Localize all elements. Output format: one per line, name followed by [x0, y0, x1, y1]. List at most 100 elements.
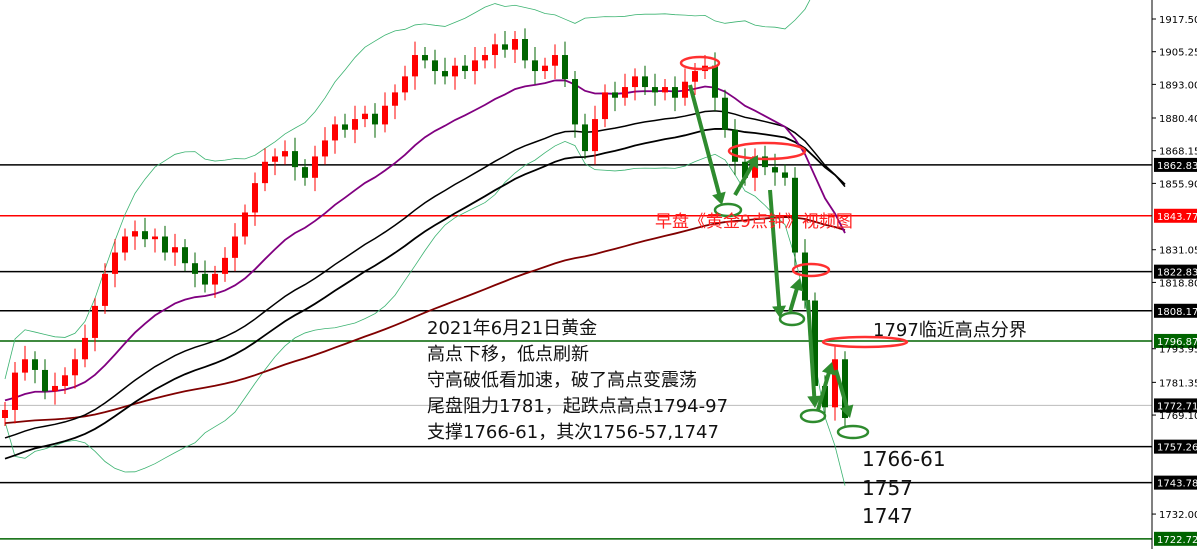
candle-body: [462, 65, 468, 72]
candle-body: [712, 65, 718, 98]
y-tick-label: 1818.80: [1159, 278, 1197, 289]
ma-slow-line: [4, 127, 846, 460]
candle-body: [142, 231, 148, 240]
level-price-tag: [1154, 333, 1197, 348]
candle-body: [12, 372, 18, 410]
y-tick-label: 1917.50: [1159, 15, 1197, 26]
arrow-head-icon: [807, 395, 822, 408]
candle-body: [562, 55, 568, 80]
resistance-circle: [727, 141, 807, 161]
candle-body: [722, 97, 728, 130]
candle-body: [192, 263, 198, 274]
candle-body: [762, 156, 768, 168]
candle-body: [112, 252, 118, 274]
notes-line: 支撑1766-61，其次1756-57,1747: [427, 422, 719, 443]
support-label: 1757: [862, 476, 913, 500]
y-tick-label: 1880.40: [1159, 114, 1197, 125]
level-price-tag: [1154, 398, 1197, 413]
arrow-head-icon: [712, 191, 726, 205]
candle-body: [652, 87, 658, 93]
trend-arrow: [733, 160, 756, 196]
candle-body: [432, 60, 438, 72]
candle-body: [332, 124, 338, 141]
notes-line: 尾盘阻力1781，起跌点高点1794-97: [427, 396, 729, 417]
support-circle: [836, 424, 870, 440]
candle-body: [322, 140, 328, 157]
candle-body: [382, 105, 388, 125]
candle-body: [392, 92, 398, 106]
y-tick-label: 1905.25: [1159, 48, 1197, 59]
candle-body: [62, 375, 68, 386]
trend-arrow: [688, 84, 722, 198]
trend-arrow: [834, 369, 850, 411]
candle-body: [222, 257, 228, 274]
support-circle: [713, 202, 743, 218]
bollinger-upper: [4, 0, 811, 380]
candle-body: [542, 65, 548, 72]
candle-body: [242, 212, 248, 237]
candle-body: [272, 156, 278, 162]
ma-mid-line: [4, 110, 846, 439]
y-tick-label: 1732.00: [1159, 510, 1197, 521]
candle-body: [662, 87, 668, 93]
analysis-notes: 2021年6月21日黄金 高点下移，低点刷新 守高破低看加速，破了高点变震荡 尾…: [427, 316, 728, 446]
candle-body: [352, 119, 358, 130]
candle-body: [582, 124, 588, 152]
trend-arrow: [788, 285, 800, 313]
candle-body: [232, 236, 238, 258]
level-price-tag: [1154, 303, 1197, 318]
candle-body: [302, 167, 308, 178]
level-price-tag: [1154, 264, 1197, 279]
level-price-label: 1772.71: [1157, 401, 1197, 412]
candle-body: [672, 87, 678, 98]
candle-body: [792, 177, 798, 253]
level-price-label: 1796.87: [1157, 337, 1197, 348]
level-price-label: 1722.72: [1157, 535, 1197, 546]
candle-body: [502, 44, 508, 50]
candle-body: [122, 236, 128, 253]
level-price-tag: [1154, 439, 1197, 454]
candle-body: [252, 183, 258, 213]
level-price-label: 1808.17: [1157, 307, 1197, 318]
support-label: 1766-61: [862, 447, 946, 471]
y-tick-label: 1868.15: [1159, 147, 1197, 158]
candle-body: [82, 337, 88, 360]
candle-body: [132, 231, 138, 237]
candle-body: [422, 55, 428, 61]
candle-body: [292, 151, 298, 168]
ma-long-line: [4, 216, 846, 424]
y-tick-label: 1831.05: [1159, 246, 1197, 257]
candle-body: [72, 359, 78, 376]
resistance-circle: [821, 335, 909, 349]
candle-body: [532, 60, 538, 72]
notes-title: 2021年6月21日黄金: [427, 318, 598, 339]
candle-body: [512, 39, 518, 50]
candle-body: [842, 359, 848, 418]
level-price-tag: [1154, 475, 1197, 490]
candle-body: [172, 247, 178, 253]
arrow-head-icon: [745, 155, 759, 169]
candle-body: [602, 92, 608, 120]
level-price-label: 1843.77: [1157, 212, 1197, 223]
candle-body: [772, 167, 778, 173]
candle-body: [212, 273, 218, 285]
candle-body: [282, 151, 288, 157]
candle-body: [402, 76, 408, 93]
support-label: 1747: [862, 504, 913, 528]
candle-body: [452, 65, 458, 77]
candle-body: [362, 113, 368, 120]
level-price-tag: [1154, 208, 1197, 223]
candle-body: [182, 247, 188, 264]
level-price-label: 1822.83: [1157, 268, 1197, 279]
trend-arrow: [768, 189, 782, 311]
candle-body: [682, 81, 688, 98]
arrow-head-icon: [789, 278, 804, 292]
candle-body: [622, 87, 628, 98]
candle-body: [822, 385, 828, 408]
candle-body: [412, 55, 418, 77]
trend-arrow: [806, 299, 817, 401]
arrow-head-icon: [839, 404, 854, 418]
y-tick-label: 1855.90: [1159, 179, 1197, 190]
candle-body: [262, 161, 268, 184]
